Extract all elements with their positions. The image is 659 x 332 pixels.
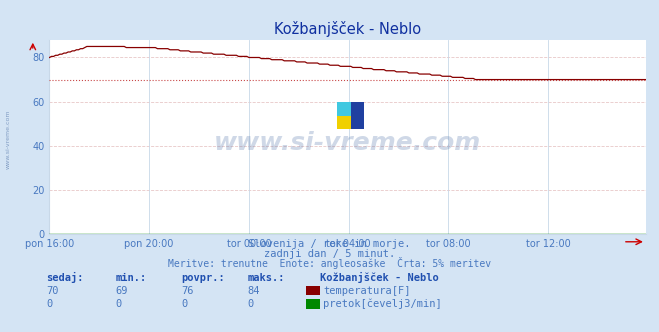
Text: 0: 0 (247, 299, 253, 309)
Text: 0: 0 (46, 299, 52, 309)
Text: 70: 70 (46, 286, 59, 296)
Text: 76: 76 (181, 286, 194, 296)
Text: 69: 69 (115, 286, 128, 296)
Text: zadnji dan / 5 minut.: zadnji dan / 5 minut. (264, 249, 395, 259)
Text: Slovenija / reke in morje.: Slovenija / reke in morje. (248, 239, 411, 249)
Text: www.si-vreme.com: www.si-vreme.com (214, 131, 481, 155)
Text: temperatura[F]: temperatura[F] (323, 286, 411, 296)
Text: Kožbanjšček - Neblo: Kožbanjšček - Neblo (320, 272, 438, 283)
Text: sedaj:: sedaj: (46, 272, 84, 283)
Text: www.si-vreme.com: www.si-vreme.com (5, 110, 11, 169)
Bar (337, 102, 351, 129)
Text: 0: 0 (115, 299, 121, 309)
Title: Kožbanjšček - Neblo: Kožbanjšček - Neblo (274, 21, 421, 37)
Bar (351, 102, 364, 129)
Text: pretok[čevelj3/min]: pretok[čevelj3/min] (323, 298, 442, 309)
Text: min.:: min.: (115, 273, 146, 283)
Text: povpr.:: povpr.: (181, 273, 225, 283)
Bar (337, 102, 351, 116)
Text: 0: 0 (181, 299, 187, 309)
Text: 84: 84 (247, 286, 260, 296)
Text: Meritve: trenutne  Enote: angleosaške  Črta: 5% meritev: Meritve: trenutne Enote: angleosaške Črt… (168, 257, 491, 269)
Text: maks.:: maks.: (247, 273, 285, 283)
